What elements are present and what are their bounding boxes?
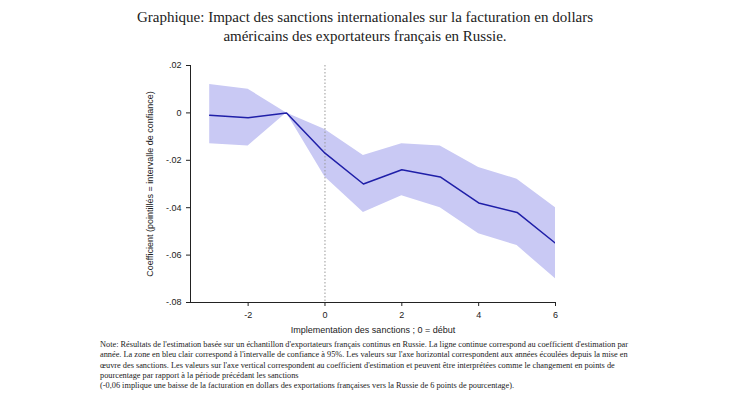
html-text:(-0,06 implique une baisse de: (-0,06 implique une baisse de la factura…: [100, 381, 514, 391]
svg-text:-2: -2: [244, 310, 252, 320]
svg-text:-.06: -.06: [166, 250, 182, 260]
svg-text:Coefficient (pointillés = inte: Coefficient (pointillés = intervalle de …: [145, 91, 155, 277]
svg-text:0: 0: [322, 310, 327, 320]
html-text:Graphique: Impact des sanction: Graphique: Impact des sanctions internat…: [136, 9, 593, 44]
html-text:Note: Résultats de l'estimatio: Note: Résultats de l'estimation basée su…: [100, 340, 628, 380]
svg-text:2: 2: [399, 310, 404, 320]
svg-text:-.02: -.02: [166, 155, 182, 165]
svg-text:-.04: -.04: [166, 203, 182, 213]
svg-text:0: 0: [176, 108, 181, 118]
svg-text:Implementation des sanctions ;: Implementation des sanctions ; 0 = début: [291, 325, 456, 335]
svg-text:6: 6: [553, 310, 558, 320]
svg-text:4: 4: [476, 310, 481, 320]
svg-text:-.08: -.08: [166, 297, 182, 307]
svg-text:.02: .02: [169, 60, 182, 70]
